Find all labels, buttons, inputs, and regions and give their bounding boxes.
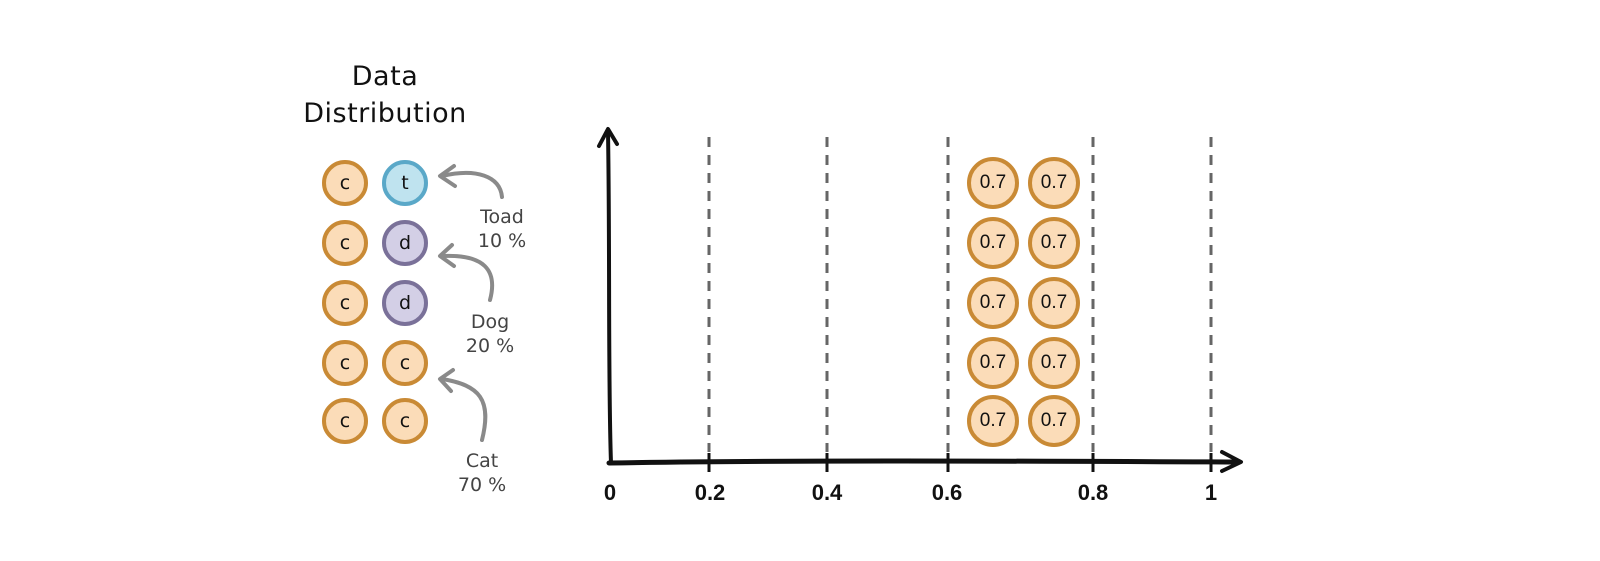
tick-label-1: 1 bbox=[1204, 480, 1218, 505]
token-cat: c bbox=[382, 398, 428, 444]
toad-arrow bbox=[440, 171, 504, 199]
y-axis bbox=[606, 130, 613, 465]
label-cat: Cat 70 % bbox=[438, 449, 526, 497]
label-dog-percent: 20 % bbox=[465, 335, 515, 357]
token-cat: c bbox=[382, 340, 428, 386]
title-line-2: Distribution bbox=[303, 98, 467, 129]
score-token: 0.7 bbox=[967, 217, 1019, 269]
label-toad: Toad 10 % bbox=[458, 205, 546, 253]
score-token: 0.7 bbox=[1028, 337, 1080, 389]
tick-label-0.8: 0.8 bbox=[1077, 480, 1109, 505]
score-token: 0.7 bbox=[1028, 277, 1080, 329]
token-cat: c bbox=[322, 220, 368, 266]
score-token: 0.7 bbox=[1028, 157, 1080, 209]
label-toad-percent: 10 % bbox=[477, 230, 527, 252]
token-cat: c bbox=[322, 398, 368, 444]
score-token: 0.7 bbox=[1028, 217, 1080, 269]
label-cat-percent: 70 % bbox=[457, 474, 507, 496]
x-axis-arrowhead bbox=[1220, 450, 1243, 473]
score-token: 0.7 bbox=[967, 395, 1019, 447]
x-axis bbox=[606, 458, 1241, 466]
tick-label-0.4: 0.4 bbox=[811, 480, 843, 505]
y-axis-arrowhead bbox=[597, 127, 619, 148]
tick-label-0.2: 0.2 bbox=[694, 480, 726, 505]
score-token: 0.7 bbox=[1028, 395, 1080, 447]
token-cat: c bbox=[322, 160, 368, 206]
label-dog-name: Dog bbox=[470, 311, 510, 333]
title-line-1: Data bbox=[351, 61, 419, 92]
score-token: 0.7 bbox=[967, 337, 1019, 389]
token-dog: d bbox=[382, 220, 428, 266]
label-toad-name: Toad bbox=[480, 206, 524, 228]
label-dog: Dog 20 % bbox=[446, 310, 534, 358]
score-token: 0.7 bbox=[967, 277, 1019, 329]
token-cat: c bbox=[322, 340, 368, 386]
token-dog: d bbox=[382, 280, 428, 326]
tick-label-0.6: 0.6 bbox=[931, 480, 963, 505]
cat-arrow bbox=[440, 377, 488, 442]
cat-arrow-head bbox=[438, 368, 455, 393]
score-token: 0.7 bbox=[967, 157, 1019, 209]
label-cat-name: Cat bbox=[465, 450, 499, 472]
dog-arrow bbox=[440, 253, 495, 302]
token-cat: c bbox=[322, 280, 368, 326]
toad-arrow-head bbox=[438, 164, 457, 188]
tick-label-0: 0 bbox=[603, 480, 617, 505]
token-toad: t bbox=[382, 160, 428, 206]
dog-arrow-head bbox=[438, 243, 456, 268]
